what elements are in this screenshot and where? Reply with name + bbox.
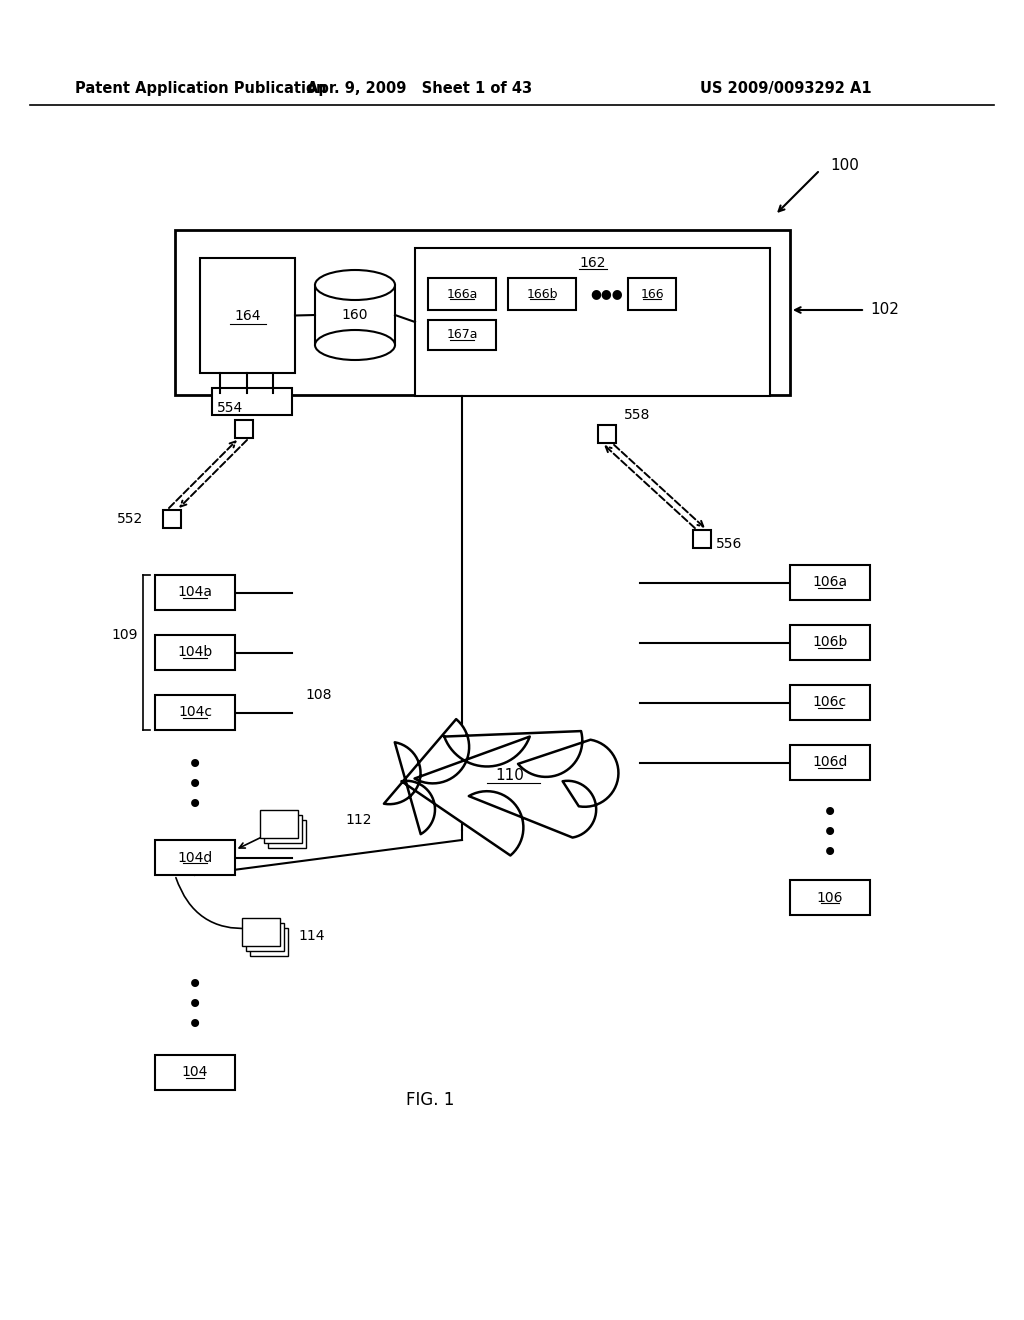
Bar <box>250 928 288 956</box>
Bar <box>155 840 234 875</box>
Text: 552: 552 <box>117 512 143 525</box>
Ellipse shape <box>315 271 395 300</box>
Text: 160: 160 <box>342 308 369 322</box>
Text: 106d: 106d <box>812 755 848 770</box>
Text: 104a: 104a <box>177 586 213 599</box>
Text: •: • <box>822 799 838 828</box>
Text: 554: 554 <box>217 401 243 414</box>
Bar <box>628 279 676 310</box>
Text: 164: 164 <box>234 309 261 322</box>
Text: 167a: 167a <box>446 329 478 342</box>
Bar <box>790 565 870 601</box>
Bar <box>246 923 284 950</box>
Bar <box>155 576 234 610</box>
Text: 114: 114 <box>298 929 325 942</box>
Text: 104c: 104c <box>178 705 212 719</box>
Bar <box>242 917 280 946</box>
Text: 112: 112 <box>345 813 372 828</box>
Bar <box>212 388 292 414</box>
Text: 104d: 104d <box>177 850 213 865</box>
Bar <box>200 257 295 374</box>
Text: 556: 556 <box>716 537 742 550</box>
Text: US 2009/0093292 A1: US 2009/0093292 A1 <box>700 81 871 95</box>
Text: ●●●: ●●● <box>590 288 623 301</box>
Text: 106b: 106b <box>812 635 848 649</box>
Bar <box>790 624 870 660</box>
Text: 106a: 106a <box>812 576 848 590</box>
Text: •: • <box>186 972 203 999</box>
Bar <box>163 510 181 528</box>
Text: 104: 104 <box>182 1065 208 1080</box>
Text: 166b: 166b <box>526 288 558 301</box>
Bar <box>428 279 496 310</box>
Bar <box>598 425 616 444</box>
Bar <box>155 635 234 671</box>
Text: 166: 166 <box>640 288 664 301</box>
Bar <box>790 880 870 915</box>
Text: 162: 162 <box>580 256 606 271</box>
Bar <box>260 810 298 838</box>
Bar <box>155 1055 234 1090</box>
Text: •: • <box>822 818 838 847</box>
Text: 104b: 104b <box>177 645 213 660</box>
Text: Apr. 9, 2009   Sheet 1 of 43: Apr. 9, 2009 Sheet 1 of 43 <box>307 81 532 95</box>
Text: Patent Application Publication: Patent Application Publication <box>75 81 327 95</box>
Text: 106: 106 <box>817 891 843 904</box>
Bar <box>790 685 870 719</box>
Text: •: • <box>186 771 203 799</box>
Text: •: • <box>186 751 203 779</box>
Bar <box>264 814 302 843</box>
Bar <box>415 248 770 396</box>
Bar <box>175 230 790 395</box>
Text: •: • <box>186 1011 203 1039</box>
Bar <box>428 319 496 350</box>
Bar <box>508 279 575 310</box>
Bar <box>234 420 253 438</box>
Text: 102: 102 <box>870 302 899 318</box>
Text: 558: 558 <box>624 408 650 422</box>
Text: 106c: 106c <box>813 696 847 710</box>
Text: 100: 100 <box>830 157 859 173</box>
Text: 110: 110 <box>496 767 524 783</box>
Text: •: • <box>186 791 203 818</box>
Bar <box>268 820 306 847</box>
Text: 108: 108 <box>305 688 332 702</box>
Ellipse shape <box>315 330 395 360</box>
Text: 166a: 166a <box>446 288 477 301</box>
Bar <box>155 696 234 730</box>
Text: 109: 109 <box>112 628 138 642</box>
Text: FIG. 1: FIG. 1 <box>406 1092 455 1109</box>
Text: •: • <box>186 991 203 1019</box>
Bar <box>790 744 870 780</box>
Polygon shape <box>384 719 618 855</box>
Bar <box>693 531 711 548</box>
Text: •: • <box>822 840 838 867</box>
